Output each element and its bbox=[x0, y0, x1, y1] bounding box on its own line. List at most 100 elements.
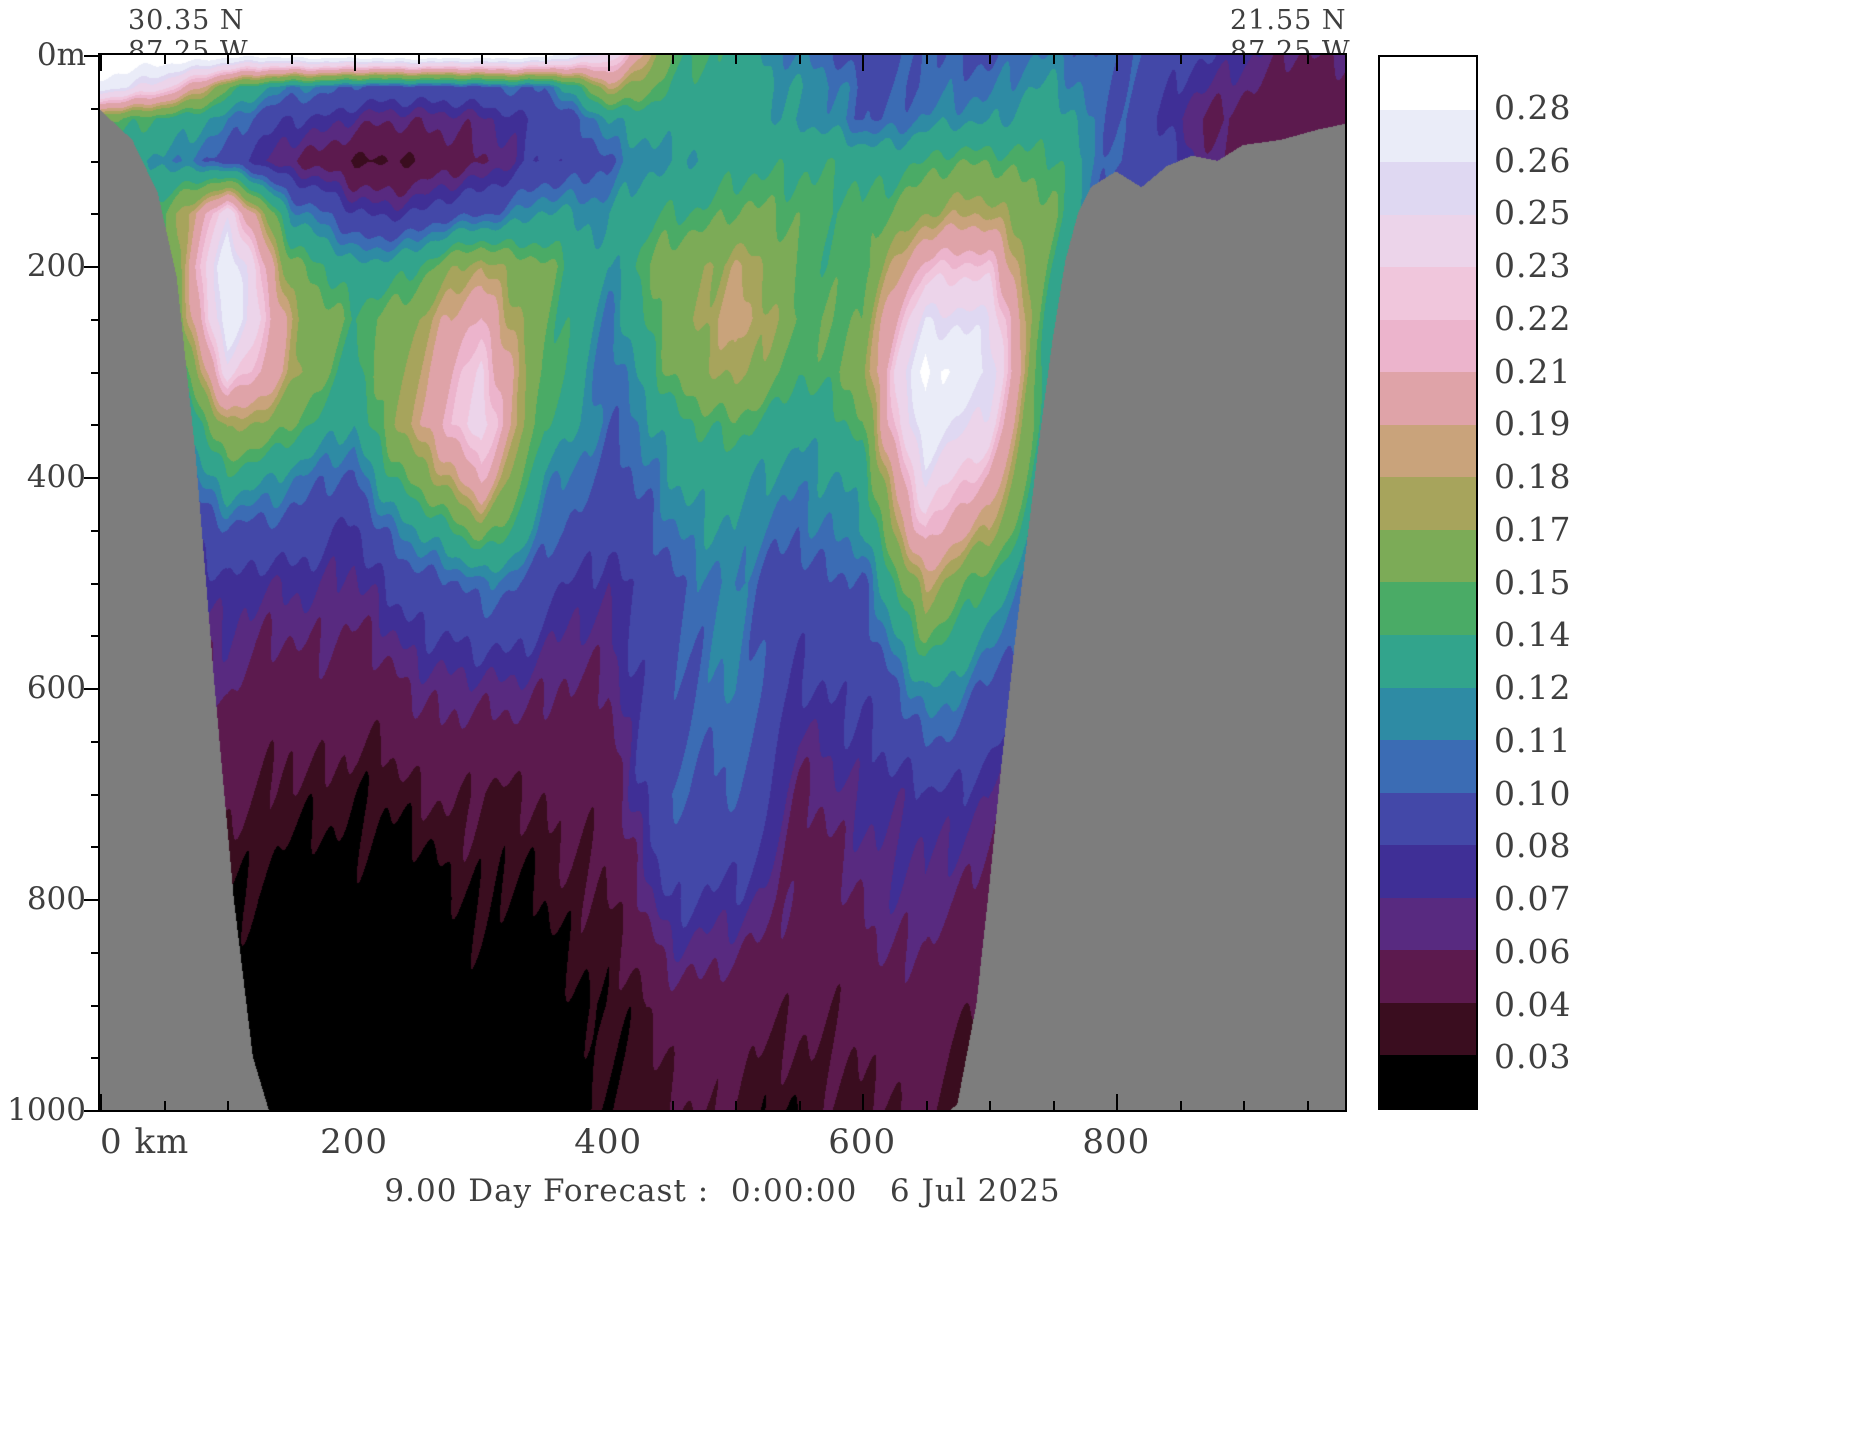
y-axis-tick bbox=[91, 319, 100, 321]
colorbar-band bbox=[1380, 529, 1476, 583]
colorbar-band bbox=[1380, 162, 1476, 215]
x-axis-tick-bottom bbox=[608, 1094, 610, 1110]
transect-start-coords: 30.35 N 87.25 W bbox=[128, 5, 249, 67]
y-axis-tick bbox=[91, 213, 100, 215]
x-axis-tick-top bbox=[608, 55, 610, 71]
y-axis-tick bbox=[91, 952, 100, 954]
x-axis-tick-bottom bbox=[354, 1094, 356, 1110]
x-axis-tick-top bbox=[354, 55, 356, 71]
x-axis-tick-bottom bbox=[545, 1101, 547, 1110]
x-tick-label: 200 bbox=[320, 1122, 389, 1162]
colorbar-level-label: 0.22 bbox=[1494, 298, 1572, 338]
colorbar-band bbox=[1380, 57, 1476, 110]
x-tick-label: 0 km bbox=[100, 1122, 190, 1162]
start-latitude: 30.35 N bbox=[128, 5, 245, 36]
x-axis-tick-top bbox=[1180, 55, 1182, 64]
y-axis-tick bbox=[91, 741, 100, 743]
colorbar-band bbox=[1380, 267, 1476, 320]
colorbar-band bbox=[1380, 845, 1476, 898]
x-axis-tick-top bbox=[1053, 55, 1055, 64]
x-axis-tick-bottom bbox=[1307, 1101, 1309, 1110]
colorbar-band bbox=[1380, 372, 1476, 425]
y-axis-tick bbox=[91, 635, 100, 637]
colorbar-level-label: 0.23 bbox=[1494, 246, 1572, 285]
colorbar-band bbox=[1380, 1055, 1476, 1108]
section-heatmap bbox=[100, 55, 1345, 1110]
colorbar-band bbox=[1380, 214, 1476, 268]
x-axis-tick-top bbox=[545, 55, 547, 64]
figure-caption: 9.00 Day Forecast : 0:00:00 6 Jul 2025 bbox=[384, 1173, 1061, 1209]
x-axis-tick-top bbox=[1307, 55, 1309, 64]
y-axis-tick bbox=[91, 1057, 100, 1059]
x-axis-tick-bottom bbox=[164, 1101, 166, 1110]
colorbar-band bbox=[1380, 635, 1476, 688]
y-axis-tick bbox=[84, 55, 100, 57]
y-tick-label: 800 bbox=[26, 881, 86, 917]
y-tick-label: 400 bbox=[26, 459, 86, 495]
y-tick-label: 1000 bbox=[7, 1092, 86, 1128]
y-axis-tick bbox=[91, 161, 100, 163]
colorbar-band bbox=[1380, 897, 1476, 951]
colorbar-level-label: 0.26 bbox=[1494, 140, 1572, 180]
colorbar bbox=[1378, 55, 1478, 1110]
x-axis-tick-bottom bbox=[1116, 1094, 1118, 1110]
colorbar-level-label: 0.03 bbox=[1494, 1037, 1572, 1077]
y-tick-label: 0m bbox=[36, 37, 86, 73]
x-axis-tick-top bbox=[291, 55, 293, 64]
x-axis-tick-top bbox=[862, 55, 864, 71]
x-axis-tick-bottom bbox=[926, 1101, 928, 1110]
x-axis-tick-bottom bbox=[672, 1101, 674, 1110]
colorbar-level-label: 0.08 bbox=[1494, 826, 1572, 866]
y-tick-label: 200 bbox=[26, 248, 86, 284]
x-axis-tick-top bbox=[926, 55, 928, 64]
x-axis-tick-bottom bbox=[1243, 1101, 1245, 1110]
y-axis-tick bbox=[84, 477, 100, 479]
colorbar-band bbox=[1380, 792, 1476, 846]
colorbar-level-label: 0.18 bbox=[1494, 457, 1572, 496]
y-tick-label: 600 bbox=[26, 670, 86, 706]
colorbar-level-label: 0.07 bbox=[1494, 879, 1572, 918]
x-axis-tick-top bbox=[799, 55, 801, 64]
colorbar-level-label: 0.17 bbox=[1494, 509, 1572, 549]
colorbar-level-label: 0.15 bbox=[1494, 562, 1572, 602]
x-axis-tick-bottom bbox=[735, 1101, 737, 1110]
y-axis-tick bbox=[91, 794, 100, 796]
y-axis-tick bbox=[91, 1005, 100, 1007]
colorbar-level-label: 0.06 bbox=[1494, 931, 1572, 971]
x-axis-tick-bottom bbox=[481, 1101, 483, 1110]
x-axis-tick-bottom bbox=[227, 1101, 229, 1110]
x-axis-tick-top bbox=[418, 55, 420, 64]
y-axis-tick bbox=[91, 424, 100, 426]
x-axis-tick-top bbox=[164, 55, 166, 64]
x-axis-tick-bottom bbox=[418, 1101, 420, 1110]
x-axis-tick-top bbox=[481, 55, 483, 64]
x-axis-tick-top bbox=[1116, 55, 1118, 71]
x-tick-label: 400 bbox=[574, 1122, 643, 1162]
x-axis-tick-top bbox=[100, 55, 102, 71]
colorbar-level-label: 0.25 bbox=[1494, 193, 1572, 233]
x-axis-tick-bottom bbox=[1053, 1101, 1055, 1110]
colorbar-band bbox=[1380, 687, 1476, 741]
x-axis-tick-bottom bbox=[989, 1101, 991, 1110]
x-axis-tick-top bbox=[672, 55, 674, 64]
colorbar-level-label: 0.28 bbox=[1494, 87, 1572, 127]
y-axis-tick bbox=[84, 266, 100, 268]
end-latitude: 21.55 N bbox=[1230, 5, 1347, 36]
y-axis-tick bbox=[84, 1110, 100, 1112]
colorbar-band bbox=[1380, 109, 1476, 163]
y-axis-tick bbox=[91, 530, 100, 532]
x-axis-tick-top bbox=[1243, 55, 1245, 64]
y-axis-tick bbox=[91, 108, 100, 110]
y-axis-tick bbox=[84, 899, 100, 901]
colorbar-band bbox=[1380, 477, 1476, 530]
x-tick-label: 800 bbox=[1082, 1122, 1151, 1162]
x-axis-tick-top bbox=[227, 55, 229, 64]
y-axis-tick bbox=[91, 372, 100, 374]
colorbar-level-label: 0.11 bbox=[1494, 720, 1572, 760]
colorbar-level-label: 0.12 bbox=[1494, 668, 1572, 707]
x-axis-tick-top bbox=[989, 55, 991, 64]
x-axis-tick-top bbox=[735, 55, 737, 64]
colorbar-level-label: 0.14 bbox=[1494, 615, 1572, 655]
x-axis-tick-bottom bbox=[1180, 1101, 1182, 1110]
colorbar-band bbox=[1380, 950, 1476, 1003]
